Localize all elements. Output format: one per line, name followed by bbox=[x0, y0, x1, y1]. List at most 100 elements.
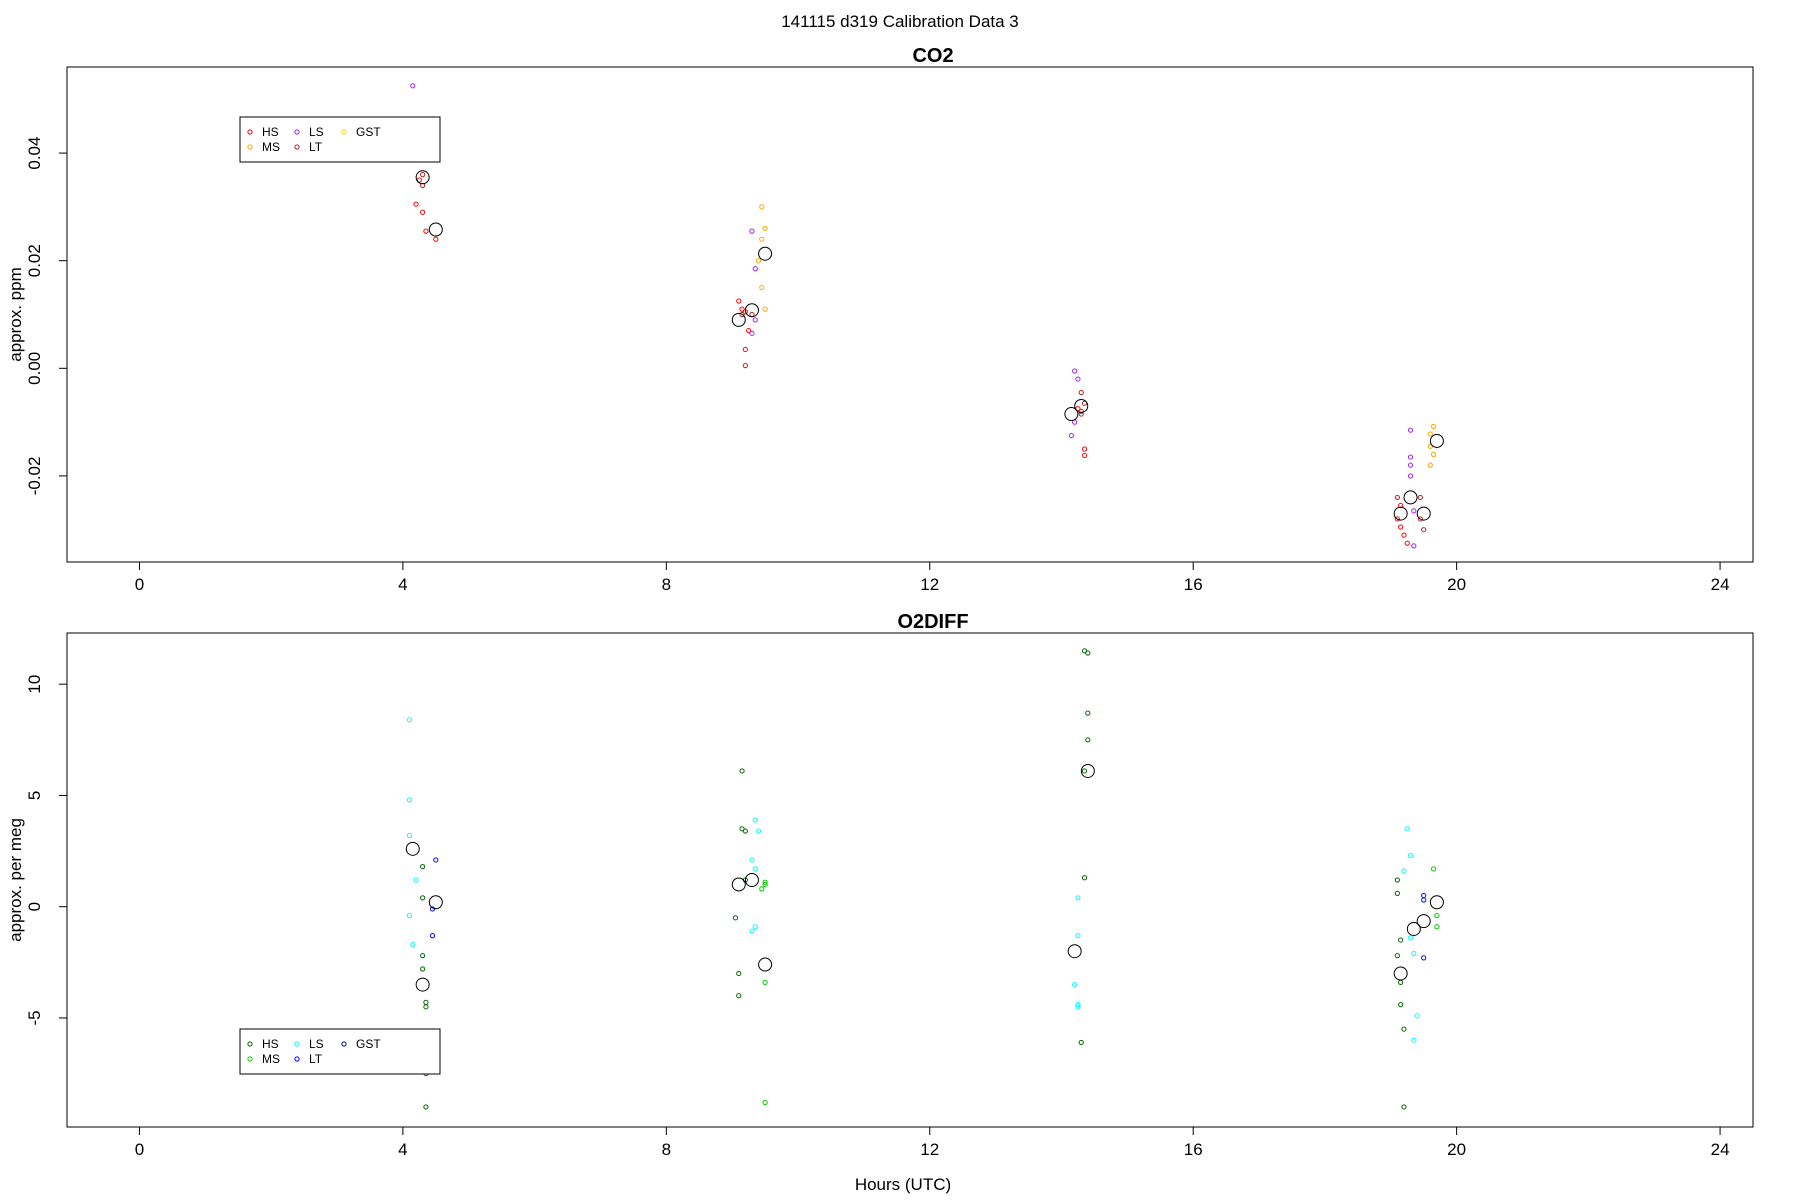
data-point-ms bbox=[762, 225, 768, 232]
x-tick-label: 24 bbox=[1711, 1140, 1730, 1159]
data-point-ms bbox=[759, 284, 765, 291]
data-point-ls bbox=[406, 832, 413, 839]
data-point-hs bbox=[1394, 877, 1400, 883]
data-point-hs bbox=[1401, 532, 1407, 538]
data-point-ms bbox=[1430, 866, 1437, 872]
mean-marker bbox=[1074, 398, 1089, 413]
chart-panels: CO2 approx. ppm 0 4 8 12 16 20 24 -0.02 0.00 0.02 0.… bbox=[6, 45, 1754, 1159]
x-tick-label: 16 bbox=[1184, 1140, 1203, 1159]
series-ms bbox=[759, 866, 1440, 1106]
series-ls bbox=[406, 717, 1420, 1043]
data-point-lt bbox=[1417, 494, 1424, 501]
series-ls bbox=[410, 83, 1417, 549]
data-point-hs bbox=[433, 236, 439, 242]
data-point-ms bbox=[1427, 462, 1433, 468]
data-point-hs bbox=[739, 306, 745, 312]
data-point-ls bbox=[1075, 1002, 1081, 1008]
data-point-lt bbox=[429, 933, 436, 939]
data-point-ms bbox=[1430, 423, 1437, 430]
data-point-ls bbox=[749, 928, 755, 934]
data-point-ms bbox=[1427, 443, 1433, 449]
data-point-hs bbox=[1398, 1002, 1404, 1008]
data-point-hs bbox=[1401, 1026, 1407, 1032]
data-point-ls bbox=[749, 228, 755, 234]
data-point-ls bbox=[410, 941, 416, 948]
mean-marker bbox=[1393, 506, 1408, 521]
legend-label-lt: LT bbox=[309, 140, 323, 154]
data-point-ls bbox=[1411, 1037, 1417, 1043]
data-point-hs bbox=[1401, 1104, 1407, 1110]
data-point-lt bbox=[433, 857, 439, 863]
data-point-ls bbox=[755, 828, 762, 834]
legend-label-gst: GST bbox=[356, 1037, 381, 1051]
data-point-ls bbox=[752, 817, 758, 823]
data-point-ms bbox=[1434, 924, 1440, 930]
data-point-lt bbox=[1078, 389, 1084, 396]
data-point-ms bbox=[1434, 913, 1440, 919]
data-point-ls bbox=[752, 266, 758, 272]
mean-marker bbox=[1406, 921, 1421, 936]
data-point-hs bbox=[1078, 408, 1084, 414]
data-point-ls bbox=[406, 797, 413, 803]
legend-marker-hs bbox=[247, 129, 253, 135]
mean-marker bbox=[1067, 944, 1082, 959]
mean-marker bbox=[1429, 433, 1444, 448]
legend-label-hs: HS bbox=[262, 1037, 279, 1051]
x-tick-label: 4 bbox=[398, 1140, 407, 1159]
mean-marker bbox=[405, 841, 420, 856]
mean-marker bbox=[758, 246, 773, 261]
x-tick-label: 4 bbox=[398, 575, 407, 594]
data-point-hs bbox=[423, 228, 429, 234]
x-tick-label: 12 bbox=[920, 1140, 939, 1159]
data-point-ms bbox=[759, 236, 765, 242]
mean-marker bbox=[1416, 914, 1431, 929]
data-point-hs bbox=[1404, 540, 1410, 546]
data-point-lt bbox=[420, 182, 426, 188]
data-point-ls bbox=[1414, 1013, 1420, 1019]
legend-box bbox=[239, 1028, 441, 1075]
data-point-ls bbox=[1411, 508, 1417, 514]
data-point-hs bbox=[1081, 875, 1088, 881]
data-point-ls bbox=[752, 924, 758, 930]
legend-marker-hs bbox=[247, 1041, 253, 1047]
y-tick-label: 10 bbox=[25, 675, 44, 694]
data-point-ls bbox=[752, 866, 758, 872]
data-point-hs bbox=[1081, 452, 1088, 459]
data-point-hs bbox=[423, 1004, 429, 1010]
data-point-hs bbox=[736, 970, 742, 977]
data-point-hs bbox=[1394, 953, 1400, 959]
mean-marker bbox=[415, 977, 430, 992]
data-point-hs bbox=[1394, 494, 1400, 501]
y-tick-label: 5 bbox=[25, 791, 44, 800]
data-point-ms bbox=[762, 879, 768, 885]
data-point-ls bbox=[1407, 462, 1414, 468]
data-point-hs bbox=[1398, 979, 1404, 985]
legend-marker-gst bbox=[341, 1041, 347, 1047]
data-point-hs bbox=[739, 768, 745, 774]
y-tick-label: 0.00 bbox=[25, 352, 44, 385]
legend-marker-ls bbox=[294, 1041, 300, 1047]
mean-marker bbox=[428, 895, 443, 910]
y-tick-label: 0 bbox=[25, 902, 44, 911]
data-point-hs bbox=[1394, 516, 1400, 522]
series-hs bbox=[413, 177, 1410, 546]
data-point-ls bbox=[406, 913, 413, 919]
data-point-ls bbox=[752, 317, 758, 323]
data-point-hs bbox=[1398, 524, 1404, 530]
data-point-ls bbox=[406, 717, 413, 723]
legend-label-ms: MS bbox=[262, 1052, 280, 1066]
data-point-hs bbox=[420, 895, 426, 901]
data-point-ms bbox=[762, 881, 768, 888]
data-point-ls bbox=[1407, 427, 1414, 433]
x-tick-label: 0 bbox=[135, 1140, 144, 1159]
data-point-ls bbox=[410, 83, 416, 89]
data-point-hs bbox=[1398, 502, 1404, 509]
data-point-lt bbox=[739, 311, 745, 318]
data-point-hs bbox=[1398, 937, 1404, 943]
data-point-hs bbox=[736, 298, 742, 304]
data-point-hs bbox=[1081, 446, 1088, 452]
data-point-hs bbox=[1085, 737, 1091, 743]
data-point-ls bbox=[1075, 895, 1081, 901]
data-point-lt bbox=[420, 172, 426, 178]
